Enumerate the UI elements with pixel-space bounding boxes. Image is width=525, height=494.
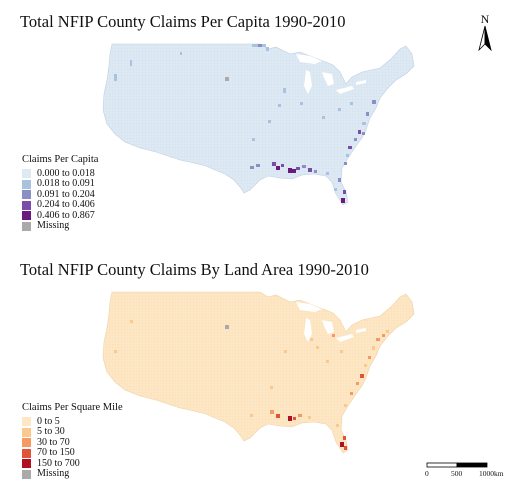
legend-swatch bbox=[22, 417, 31, 427]
legend-title: Claims Per Capita bbox=[22, 154, 99, 165]
legend-item: Missing bbox=[22, 220, 98, 232]
missing-county bbox=[225, 325, 229, 329]
legend-land-area: Claims Per Square Mile 0 to 5 5 to 30 30… bbox=[22, 402, 123, 480]
legend-label: 70 to 150 bbox=[37, 447, 75, 458]
legend-item: 30 to 70 bbox=[22, 436, 123, 449]
legend-label: 0 to 5 bbox=[37, 415, 60, 427]
legend-label: Missing bbox=[37, 220, 70, 231]
legend-swatch bbox=[22, 211, 31, 221]
legend-title: Claims Per Square Mile bbox=[22, 402, 123, 413]
legend-swatch bbox=[22, 469, 31, 479]
missing-county bbox=[225, 77, 229, 81]
legend-item: 0.000 to 0.018 bbox=[22, 167, 98, 180]
legend-label: 0.204 to 0.406 bbox=[37, 199, 95, 210]
scale-label-1000: 1000km bbox=[479, 469, 504, 478]
great-lakes bbox=[296, 302, 366, 342]
legend-swatch bbox=[22, 438, 31, 448]
north-label: N bbox=[480, 12, 490, 26]
legend-swatch bbox=[22, 169, 31, 179]
legend-swatch bbox=[22, 427, 31, 437]
legend-label: 0.000 to 0.018 bbox=[37, 167, 95, 179]
us-county-map-per-capita bbox=[102, 43, 415, 206]
legend-label: 30 to 70 bbox=[37, 436, 70, 448]
legend-item: 0 to 5 bbox=[22, 415, 123, 428]
legend-item: 0.204 to 0.406 bbox=[22, 199, 98, 211]
legend-label: Missing bbox=[37, 468, 70, 479]
legend-swatch bbox=[22, 459, 31, 469]
legend-item: 150 to 700 bbox=[22, 457, 123, 470]
legend-swatch bbox=[22, 190, 31, 200]
legend-label: 0.406 to 0.867 bbox=[37, 209, 95, 221]
legend-swatch bbox=[22, 200, 31, 210]
high-claim-counties bbox=[114, 44, 376, 203]
legend-item: 0.018 to 0.091 bbox=[22, 178, 98, 190]
legend-per-capita: Claims Per Capita 0.000 to 0.018 0.018 t… bbox=[22, 154, 99, 232]
legend-label: 0.091 to 0.204 bbox=[37, 188, 95, 200]
legend-item: 0.091 to 0.204 bbox=[22, 188, 98, 201]
legend-swatch bbox=[22, 179, 31, 189]
legend-label: 150 to 700 bbox=[37, 457, 80, 469]
scale-label-0: 0 bbox=[425, 469, 429, 478]
us-county-map-land-area bbox=[102, 291, 415, 454]
legend-label: 0.018 to 0.091 bbox=[37, 178, 95, 189]
scale-bar: 0 500 1000km bbox=[420, 460, 520, 486]
high-claim-counties bbox=[114, 320, 389, 450]
legend-item: 0.406 to 0.867 bbox=[22, 209, 98, 222]
legend-label: 5 to 30 bbox=[37, 426, 65, 437]
great-lakes bbox=[296, 54, 366, 94]
legend-swatch bbox=[22, 448, 31, 458]
north-arrow: N bbox=[474, 12, 496, 54]
map-title-land-area: Total NFIP County Claims By Land Area 19… bbox=[20, 260, 369, 279]
legend-item: 5 to 30 bbox=[22, 426, 123, 438]
legend-item: Missing bbox=[22, 468, 123, 480]
scale-label-500: 500 bbox=[451, 469, 463, 478]
map-title-per-capita: Total NFIP County Claims Per Capita 1990… bbox=[20, 12, 346, 31]
scale-bar-graphic bbox=[426, 462, 488, 468]
legend-item: 70 to 150 bbox=[22, 447, 123, 459]
legend-swatch bbox=[22, 221, 31, 231]
north-arrow-icon bbox=[478, 25, 492, 52]
